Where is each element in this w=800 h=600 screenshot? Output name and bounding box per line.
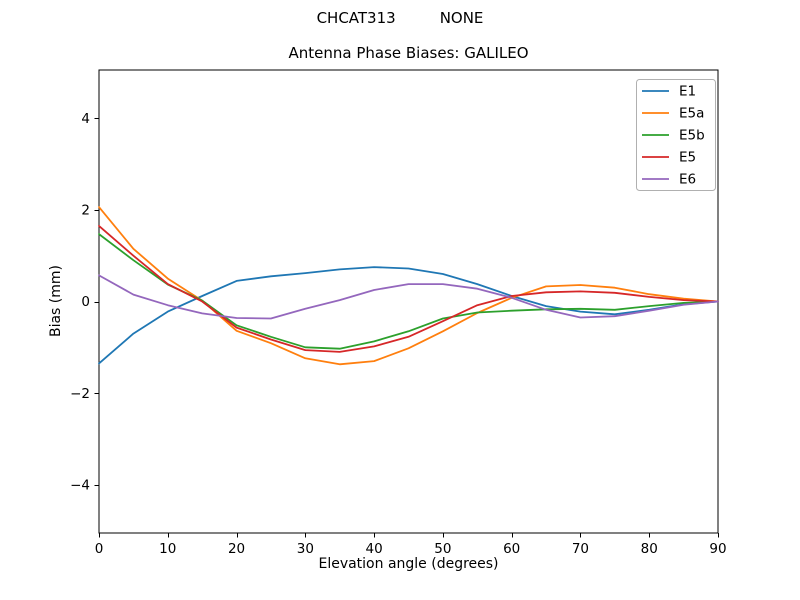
series-line-E6 <box>98 274 719 320</box>
series-line-E5 <box>98 224 719 353</box>
y-tick-label: −2 <box>70 386 90 402</box>
legend-label-E6: E6 <box>679 172 696 188</box>
legend-label-E5: E5 <box>679 150 696 166</box>
x-tick-label: 20 <box>228 541 245 557</box>
series-line-E1 <box>98 266 719 365</box>
figure-suptitle: CHCAT313 NONE <box>0 10 800 27</box>
x-tick-label: 90 <box>709 541 726 557</box>
series-line-E5a <box>98 206 719 366</box>
x-tick-label: 30 <box>297 541 314 557</box>
x-tick-label: 10 <box>159 541 176 557</box>
legend-label-E5b: E5b <box>679 128 705 144</box>
series-line-E5b <box>98 233 719 350</box>
suptitle-left: CHCAT313 <box>316 9 396 27</box>
legend-box <box>636 79 716 191</box>
y-tick-label: 2 <box>81 203 90 219</box>
x-tick-label: 60 <box>503 541 520 557</box>
legend: E1 E5a E5b E5 E6 <box>636 79 716 191</box>
legend-label-E5a: E5a <box>679 106 704 122</box>
y-tick-label: 4 <box>81 111 90 127</box>
chart-title: Antenna Phase Biases: GALILEO <box>288 44 529 62</box>
legend-label-E1: E1 <box>679 84 696 100</box>
x-tick-label: 0 <box>95 541 104 557</box>
x-tick-label: 80 <box>641 541 658 557</box>
x-tick-label: 70 <box>572 541 589 557</box>
suptitle-right: NONE <box>439 9 484 27</box>
x-axis-label: Elevation angle (degrees) <box>318 556 499 572</box>
y-tick-label: 0 <box>81 294 90 310</box>
x-tick-label: 50 <box>434 541 451 557</box>
x-tick-label: 40 <box>366 541 383 557</box>
y-tick-label: −4 <box>70 478 90 494</box>
